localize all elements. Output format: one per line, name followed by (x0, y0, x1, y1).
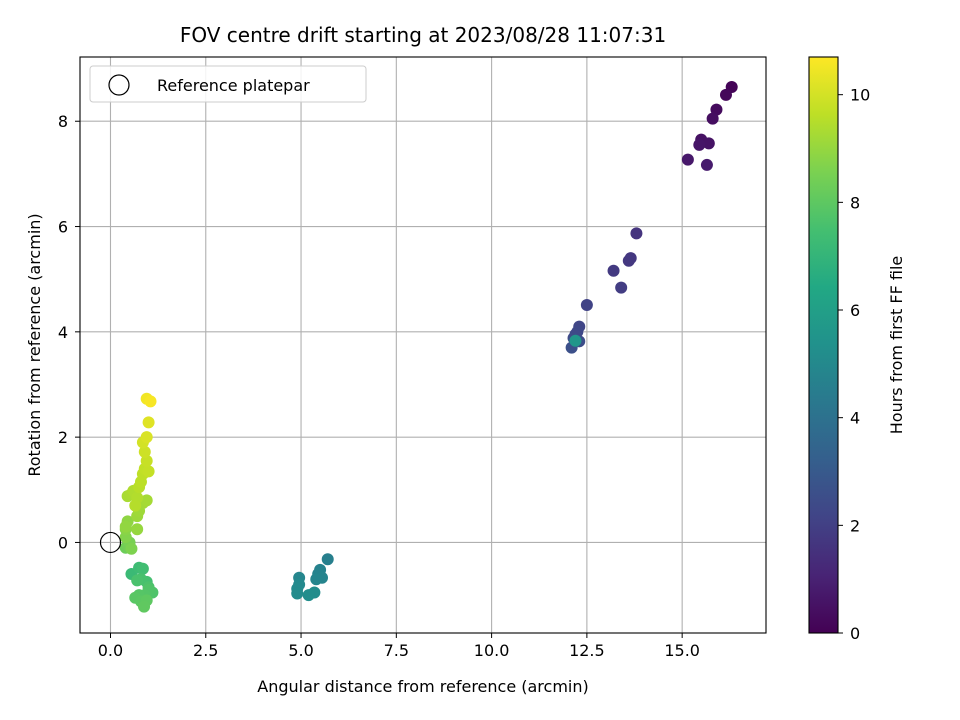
data-point (630, 227, 643, 240)
y-axis-label: Rotation from reference (arcmin) (25, 213, 44, 476)
x-axis-label: Angular distance from reference (arcmin) (257, 677, 588, 696)
colorbar: 0 2 4 6 8 10 Hours from first FF file (808, 56, 906, 643)
data-point (142, 416, 155, 429)
reference-platepar-point (99, 531, 122, 554)
colorbar-tick-label: 8 (850, 193, 860, 212)
data-point (138, 600, 151, 613)
colorbar-gradient (809, 57, 838, 633)
x-tick-label: 2.5 (193, 641, 218, 660)
data-point (131, 574, 144, 587)
data-point (125, 542, 138, 555)
data-point (140, 431, 153, 444)
reference-marker (99, 531, 122, 554)
data-point (702, 137, 715, 150)
chart-title: FOV centre drift starting at 2023/08/28 … (180, 23, 666, 47)
data-point (719, 88, 732, 101)
data-point (142, 465, 155, 478)
data-point (607, 264, 620, 277)
colorbar-label: Hours from first FF file (887, 256, 906, 435)
x-tick-label: 15.0 (664, 641, 700, 660)
y-tick-label: 0 (58, 533, 68, 552)
data-point (622, 254, 635, 267)
data-point (580, 298, 593, 311)
data-point (291, 587, 304, 600)
data-point (615, 281, 628, 294)
y-tick-label: 8 (58, 112, 68, 131)
data-point (131, 523, 144, 536)
colorbar-tick-label: 2 (850, 516, 860, 535)
colorbar-tick-label: 10 (850, 86, 870, 105)
colorbar-tick-label: 0 (850, 624, 860, 643)
y-axis-ticks: 0 2 4 6 8 (58, 112, 80, 552)
x-tick-label: 7.5 (384, 641, 409, 660)
plot-frame (79, 56, 767, 634)
x-tick-label: 10.0 (474, 641, 510, 660)
data-point (302, 589, 315, 602)
data-point (706, 112, 719, 125)
y-tick-label: 2 (58, 428, 68, 447)
legend: Reference platepar (89, 65, 367, 103)
x-axis-ticks: 0.0 2.5 5.0 7.5 10.0 12.5 15.0 (98, 633, 700, 660)
data-point (710, 103, 723, 116)
x-tick-label: 5.0 (288, 641, 313, 660)
data-point (144, 395, 157, 408)
colorbar-ticks: 0 2 4 6 8 10 (838, 86, 870, 643)
data-point (119, 520, 132, 533)
y-tick-label: 6 (58, 218, 68, 237)
data-point (693, 138, 706, 151)
data-points (119, 81, 738, 613)
grid-lines (80, 57, 766, 633)
colorbar-tick-label: 4 (850, 409, 860, 428)
data-point (136, 562, 149, 575)
data-point (569, 334, 582, 347)
data-point (140, 494, 153, 507)
y-tick-label: 4 (58, 323, 68, 342)
data-point (310, 573, 323, 586)
colorbar-frame (808, 56, 839, 634)
data-point (140, 454, 153, 467)
data-point (700, 158, 713, 171)
legend-marker-icon (108, 74, 130, 96)
data-point (129, 499, 142, 512)
x-tick-label: 0.0 (98, 641, 123, 660)
x-tick-label: 12.5 (569, 641, 605, 660)
legend-entry-reference: Reference platepar (157, 76, 310, 95)
data-point (681, 153, 694, 166)
data-point (138, 445, 151, 458)
colorbar-tick-label: 6 (850, 301, 860, 320)
legend-box (89, 65, 367, 103)
data-point (321, 553, 334, 566)
